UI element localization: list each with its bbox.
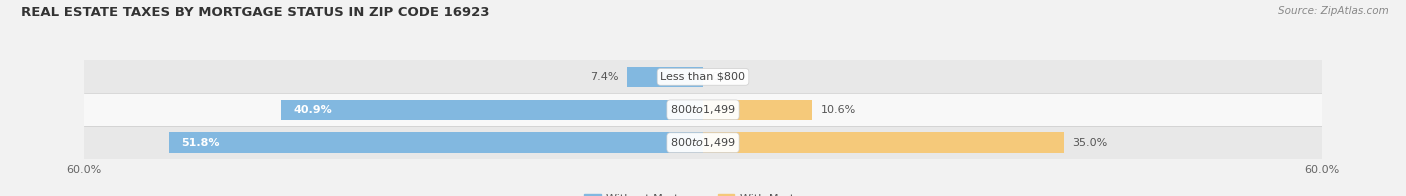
Legend: Without Mortgage, With Mortgage: Without Mortgage, With Mortgage: [583, 194, 823, 196]
Bar: [281, 100, 703, 120]
Text: $800 to $1,499: $800 to $1,499: [671, 136, 735, 149]
Text: REAL ESTATE TAXES BY MORTGAGE STATUS IN ZIP CODE 16923: REAL ESTATE TAXES BY MORTGAGE STATUS IN …: [21, 6, 489, 19]
Bar: [703, 100, 813, 120]
Bar: [84, 60, 1322, 93]
Text: 0.0%: 0.0%: [711, 72, 740, 82]
Text: 35.0%: 35.0%: [1073, 138, 1108, 148]
Bar: [627, 67, 703, 87]
Text: 51.8%: 51.8%: [181, 138, 219, 148]
Bar: [84, 93, 1322, 126]
Text: Source: ZipAtlas.com: Source: ZipAtlas.com: [1278, 6, 1389, 16]
Text: 10.6%: 10.6%: [821, 105, 856, 115]
Text: 7.4%: 7.4%: [591, 72, 619, 82]
Text: 40.9%: 40.9%: [294, 105, 332, 115]
Bar: [84, 126, 1322, 159]
Text: Less than $800: Less than $800: [661, 72, 745, 82]
Text: $800 to $1,499: $800 to $1,499: [671, 103, 735, 116]
Bar: [703, 132, 1064, 153]
Bar: [169, 132, 703, 153]
